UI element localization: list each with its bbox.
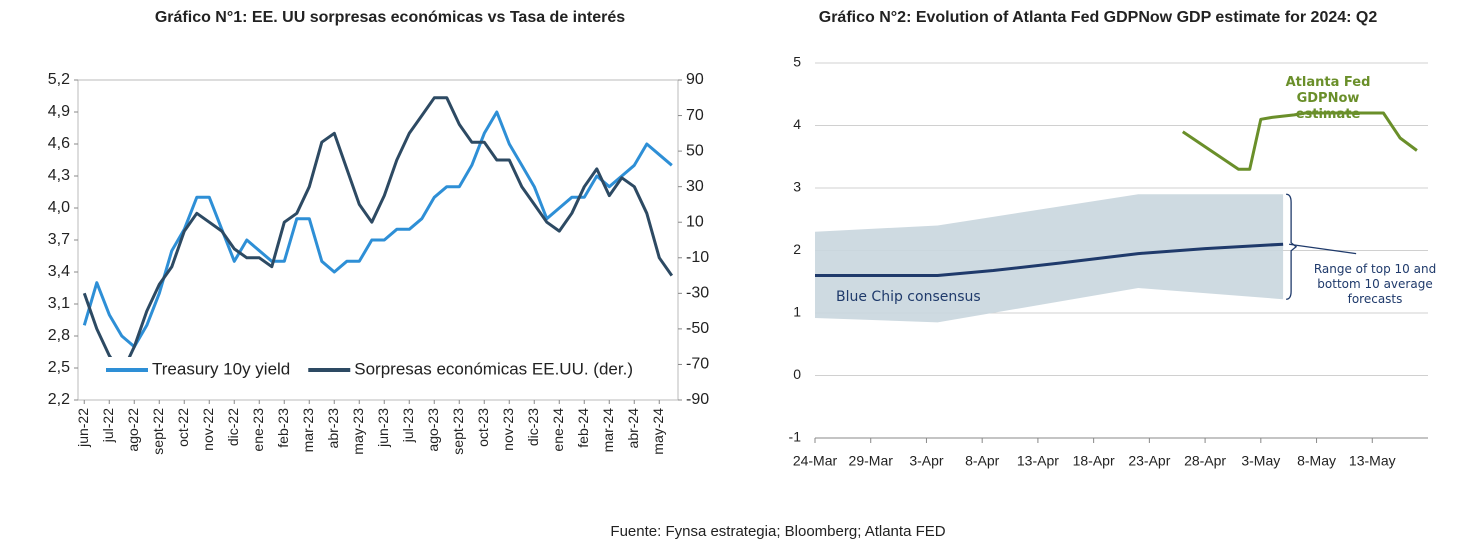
y2-tick-label: -10: [686, 249, 709, 266]
y-tick-label: 3: [793, 179, 801, 195]
y-tick-label: 5,2: [48, 71, 70, 88]
series-line: [1181, 111, 1418, 171]
y-tick-label: 4,9: [48, 103, 70, 120]
x-tick-label: may-24: [650, 408, 666, 455]
y-tick-label: 4: [793, 116, 801, 132]
x-tick-label: nov-22: [200, 408, 216, 451]
y-tick-label: 2: [793, 241, 801, 257]
x-tick-label: may-23: [350, 408, 366, 455]
series-line: [82, 110, 673, 349]
y-tick-label: 3,4: [48, 263, 70, 280]
y2-tick-label: 50: [686, 142, 704, 159]
x-tick-label: 8-Apr: [965, 453, 1000, 469]
range-band: [815, 194, 1284, 323]
series-line: [82, 96, 674, 375]
y2-tick-label: 90: [686, 71, 704, 88]
y-tick-label: 2,5: [48, 359, 70, 376]
x-tick-label: feb-24: [575, 408, 591, 448]
source: Fuente: Fynsa estrategia; Bloomberg; Atl…: [610, 523, 945, 540]
x-tick-label: feb-23: [275, 408, 291, 448]
x-tick-label: 24-Mar: [793, 453, 838, 469]
y-tick-label: -1: [789, 429, 802, 445]
x-tick-label: 28-Apr: [1184, 453, 1226, 469]
y-tick-label: 1: [793, 304, 801, 320]
y-tick-label: 4,3: [48, 167, 70, 184]
legend-label: Treasury 10y yield: [152, 359, 290, 378]
x-tick-label: jul-23: [400, 408, 416, 443]
x-tick-label: abr-23: [325, 408, 341, 449]
x-tick-label: ago-22: [125, 408, 141, 452]
x-tick-label: jul-22: [100, 408, 116, 443]
x-tick-label: jun-23: [375, 408, 391, 448]
y2-tick-label: 30: [686, 178, 704, 195]
y-tick-label: 3,7: [48, 231, 70, 248]
legend-box: [100, 357, 670, 383]
x-tick-label: sept-22: [150, 408, 166, 455]
x-tick-label: oct-22: [175, 408, 191, 447]
chart-title: Gráfico N°2: Evolution of Atlanta Fed GD…: [819, 9, 1378, 26]
x-tick-label: 8-May: [1297, 453, 1336, 469]
gdpnow-label: Atlanta Fed GDPNow estimate: [1285, 75, 1371, 122]
x-tick-label: ago-23: [425, 408, 441, 452]
y2-tick-label: -30: [686, 285, 709, 302]
x-tick-label: 3-Apr: [909, 453, 944, 469]
x-tick-label: 29-Mar: [849, 453, 894, 469]
legend-label: Sorpresas económicas EE.UU. (der.): [354, 359, 633, 378]
y-tick-label: 2,8: [48, 327, 70, 344]
x-tick-label: mar-23: [300, 408, 316, 453]
x-tick-label: 23-Apr: [1128, 453, 1170, 469]
y-tick-label: 3,1: [48, 295, 70, 312]
x-tick-label: ene-24: [550, 408, 566, 452]
y2-tick-label: 10: [686, 213, 704, 230]
x-tick-label: jun-22: [75, 408, 91, 448]
x-tick-label: ene-23: [250, 408, 266, 452]
series-line: [815, 242, 1284, 277]
x-tick-label: dic-22: [225, 408, 241, 446]
band-label: Range of top 10 and bottom 10 average fo…: [1313, 262, 1437, 306]
x-tick-label: mar-24: [600, 408, 616, 453]
bracket-pointer: [1289, 243, 1357, 255]
bracket: [1286, 193, 1298, 300]
bluechip-label: Blue Chip consensus: [836, 289, 981, 305]
y-tick-label: 2,2: [48, 391, 70, 408]
y2-tick-label: -70: [686, 356, 709, 373]
y-tick-label: 4,6: [48, 135, 70, 152]
x-tick-label: dic-23: [525, 408, 541, 446]
x-tick-label: 13-Apr: [1017, 453, 1059, 469]
x-tick-label: sept-23: [450, 408, 466, 455]
y2-tick-label: 70: [686, 107, 704, 124]
y-tick-label: 0: [793, 366, 801, 382]
x-tick-label: 3-May: [1241, 453, 1280, 469]
y-tick-label: 5: [793, 54, 801, 70]
x-tick-label: abr-24: [625, 408, 641, 449]
y2-tick-label: -50: [686, 320, 709, 337]
x-tick-label: nov-23: [500, 408, 516, 451]
y2-tick-label: -90: [686, 391, 709, 408]
x-tick-label: oct-23: [475, 408, 491, 447]
x-tick-label: 18-Apr: [1073, 453, 1115, 469]
x-tick-label: 13-May: [1349, 453, 1396, 469]
chart-title: Gráfico N°1: EE. UU sorpresas económicas…: [155, 9, 625, 26]
y-tick-label: 4,0: [48, 199, 70, 216]
